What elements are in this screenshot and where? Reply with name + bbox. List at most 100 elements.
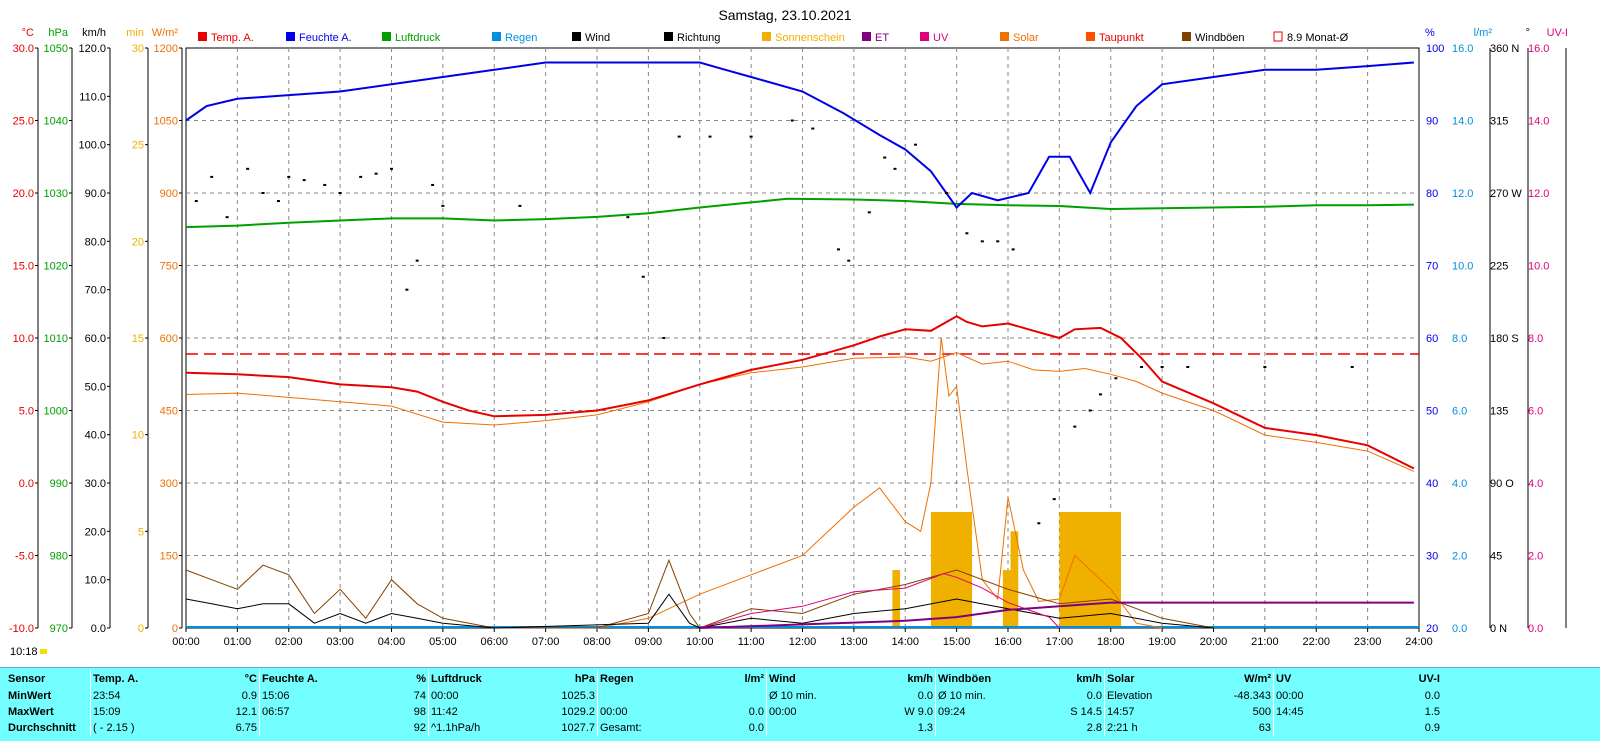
direction-point [626, 216, 630, 219]
direction-point [883, 156, 887, 159]
legend-swatch [286, 32, 295, 41]
direction-point [276, 200, 280, 203]
stats-column-name: Regen [597, 670, 682, 688]
right-axis-tick-label: 16.0 [1528, 43, 1549, 55]
x-tick-label: 08:00 [583, 636, 611, 648]
x-tick-label: 23:00 [1354, 636, 1382, 648]
stats-cell-time [935, 720, 1020, 736]
legend-swatch [198, 32, 207, 41]
direction-point [790, 119, 794, 122]
stats-cell-value: 1025.3 [561, 690, 595, 702]
direction-point [246, 167, 250, 170]
plot-area [185, 47, 1420, 629]
stats-cell-value: 92 [413, 722, 426, 734]
stats-cell-value: 1.5 [1424, 706, 1440, 718]
legend-swatch [1086, 32, 1095, 41]
left-axis-unit: km/h [82, 27, 106, 39]
right-axis-tick-label: 6.0 [1528, 406, 1543, 418]
direction-point [302, 179, 306, 182]
direction-point [847, 259, 851, 262]
stats-column-unit: hPa [574, 673, 595, 685]
right-axis-tick-label: 2.0 [1452, 551, 1467, 563]
right-axis-tick-label: 12.0 [1528, 188, 1549, 200]
stats-row: MaxWert 15:09 12.1 06:57 98 11:42 1029.2 00:00 0… [6, 704, 1442, 720]
left-axis-tick-label: 450 [160, 406, 178, 418]
legend-item: Luftdruck [382, 32, 441, 44]
legend-swatch [762, 32, 771, 41]
stats-header-label: Sensor [8, 673, 46, 685]
weather-chart: Samstag, 23.10.2021 Temp. A. Feuchte A. Lu… [9, 7, 1568, 658]
right-axis-tick-label: 90 O [1490, 478, 1514, 490]
left-axis-tick-label: 1000 [44, 406, 68, 418]
stats-cell-time: ( - 2.15 ) [90, 720, 175, 736]
legend-label: Regen [505, 32, 537, 44]
series-line-wind [185, 593, 1214, 629]
right-axis-tick-label: 100 [1426, 43, 1444, 55]
right-axis-unit: % [1425, 27, 1435, 39]
right-axis-tick-label: 2.0 [1528, 551, 1543, 563]
legend-label: Taupunkt [1099, 32, 1144, 44]
stats-column-unit: km/h [907, 673, 933, 685]
stats-cell-value: 2.8 [1086, 722, 1102, 734]
left-axis-tick-label: 300 [160, 478, 178, 490]
stats-cell-time: 06:57 [259, 704, 344, 720]
legend-item: Wind [572, 32, 610, 44]
direction-point [1140, 366, 1144, 368]
left-axis-tick-label: 90.0 [85, 188, 106, 200]
legend-item: Temp. A. [198, 32, 254, 44]
direction-point [914, 143, 918, 146]
left-axis-tick-label: 990 [50, 478, 68, 490]
legend-swatch [572, 32, 581, 41]
left-axis-tick-label: 1200 [154, 43, 178, 55]
stats-cell-value: -48.343 [1233, 690, 1271, 702]
left-axis-tick-label: 1040 [44, 116, 68, 128]
chart-title: Samstag, 23.10.2021 [718, 7, 851, 23]
series-line-et [699, 601, 1414, 629]
stats-cell-time: 00:00 [1273, 688, 1358, 704]
legend-item: Richtung [664, 32, 720, 44]
axes: 00:00 01:00 02:00 03:00 04:00 05:00 06:00 07:00… [9, 27, 1568, 648]
series-line-taupunkt [185, 351, 1415, 472]
stats-cell-value [682, 688, 767, 704]
legend-label: UV [933, 32, 949, 44]
right-axis-tick-label: 8.0 [1452, 333, 1467, 345]
series-line-uv [699, 573, 1060, 629]
right-axis-tick-label: 20 [1426, 623, 1438, 635]
stats-cell-time: 15:06 [259, 688, 344, 704]
stats-column-unit: % [416, 673, 426, 685]
legend-label: Feuchte A. [299, 32, 352, 44]
stats-row: MinWert 23:54 0.9 15:06 74 00:00 1025.3 Ø 10 mi… [6, 688, 1442, 704]
stats-cell-value: 0.0 [748, 722, 764, 734]
left-axis-tick-label: 10.0 [13, 333, 34, 345]
stats-cell-value: 0.0 [748, 706, 764, 718]
stats-cell-value: 74 [413, 690, 426, 702]
legend-item: Sonnenschein [762, 32, 845, 44]
left-axis-tick-label: 25.0 [13, 116, 34, 128]
series-line-temp-a- [185, 315, 1415, 470]
series-line-luftdruck [185, 197, 1414, 229]
left-axis-tick-label: 15.0 [13, 261, 34, 273]
direction-point [441, 204, 445, 207]
stats-column-unit: UV-I [1418, 673, 1440, 685]
stats-cell-value: 0.9 [241, 690, 257, 702]
left-axis-tick-label: 0.0 [91, 623, 106, 635]
left-axis-tick-label: 900 [160, 188, 178, 200]
right-axis-tick-label: 10.0 [1452, 261, 1473, 273]
stats-cell-time: Ø 10 min. [766, 688, 851, 704]
legend-swatch [1273, 31, 1283, 42]
series-line-windb-en [185, 558, 1214, 629]
stats-cell-value: 1.3 [917, 722, 933, 734]
x-tick-label: 17:00 [1046, 636, 1074, 648]
left-axis-unit: hPa [48, 27, 68, 39]
stats-cell-value: 0.9 [1424, 722, 1440, 734]
x-tick-label: 06:00 [480, 636, 508, 648]
direction-point [811, 127, 815, 130]
direction-point [1186, 366, 1190, 368]
left-axis-tick-label: 970 [50, 623, 68, 635]
direction-point [518, 204, 522, 207]
direction-point [965, 232, 969, 235]
right-axis-tick-label: 14.0 [1452, 116, 1473, 128]
time-marker [40, 649, 47, 654]
legend-item: Solar [1000, 32, 1039, 44]
right-axis-tick-label: 60 [1426, 333, 1438, 345]
